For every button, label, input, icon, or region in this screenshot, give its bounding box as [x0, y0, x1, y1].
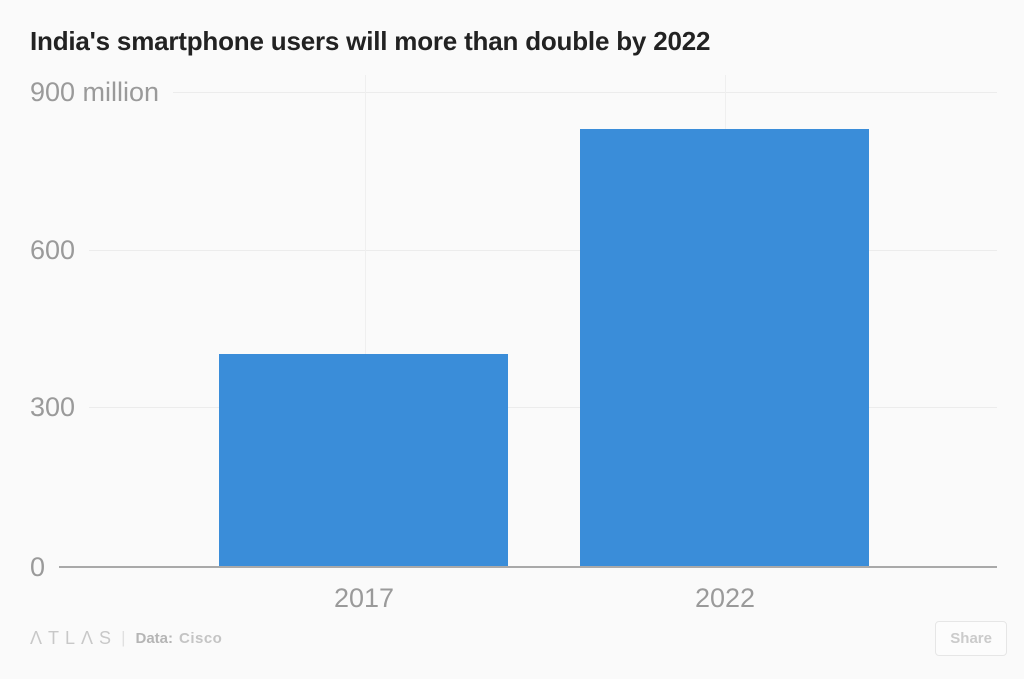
x-tick-2022: 2022 [694, 583, 756, 613]
gridline-600 [89, 249, 997, 251]
gridline-300 [89, 406, 997, 408]
gridline-row-300: 300 [30, 387, 997, 427]
gridline-900 [173, 91, 997, 93]
data-source-label: Data: [135, 629, 173, 647]
gridline-row-600: 600 [30, 230, 997, 270]
share-button[interactable]: Share [935, 621, 1007, 656]
y-tick-300: 300 [30, 391, 76, 422]
footer-divider: | [121, 628, 126, 647]
bar-2022[interactable] [580, 129, 869, 567]
y-tick-600: 600 [30, 234, 76, 265]
x-axis-line [59, 566, 997, 568]
bar-2017[interactable] [219, 354, 508, 567]
x-tick-2017: 2017 [333, 583, 395, 613]
y-tick-0: 0 [30, 551, 46, 582]
footer-attribution: ΛTLΛS | Data: Cisco [30, 626, 222, 650]
gridline-row-0: 0 [30, 547, 997, 587]
data-source-name: Cisco [179, 629, 223, 647]
vertical-gridline-2017 [365, 75, 366, 567]
y-tick-900: 900 million [30, 76, 160, 107]
atlas-logo: ΛTLΛS [30, 627, 118, 648]
gridline-row-900: 900 million [30, 72, 997, 112]
chart-title: India's smartphone users will more than … [30, 26, 711, 56]
